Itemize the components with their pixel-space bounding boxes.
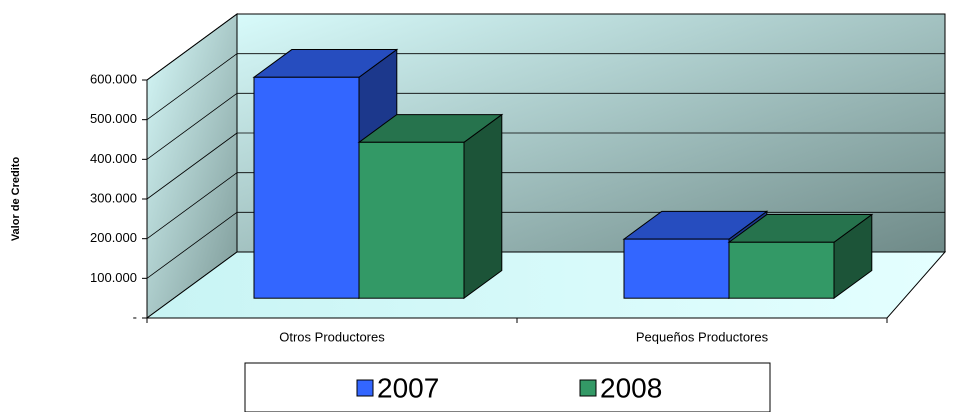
- bar-side: [463, 113, 503, 300]
- grid-line: [146, 53, 238, 120]
- y-tick-label: -: [133, 309, 137, 324]
- y-tick-label: 500.000: [90, 111, 137, 126]
- grid-line: [146, 172, 238, 239]
- legend-swatch: [356, 379, 374, 397]
- y-tick-label: 200.000: [90, 230, 137, 245]
- grid-line: [146, 93, 238, 160]
- y-tick-label: 100.000: [90, 270, 137, 285]
- y-tick-label: 300.000: [90, 190, 137, 205]
- x-tick-label: Pequeños Productores: [636, 329, 769, 344]
- bar: [623, 238, 730, 299]
- y-tick-label: 600.000: [90, 71, 137, 86]
- y-tick-label: 400.000: [90, 151, 137, 166]
- y-axis-label: Valor de Credito: [10, 157, 22, 242]
- legend-box: [244, 362, 771, 412]
- bar: [358, 141, 465, 299]
- x-tick-label: Otros Productores: [279, 329, 385, 344]
- grid-line: [146, 13, 238, 81]
- bar: [728, 241, 835, 299]
- legend-swatch: [579, 379, 597, 397]
- grid-line: [146, 132, 238, 200]
- legend-label: 2007: [377, 372, 439, 403]
- grid-line: [146, 212, 238, 279]
- bar: [253, 76, 360, 299]
- legend-label: 2008: [600, 372, 662, 403]
